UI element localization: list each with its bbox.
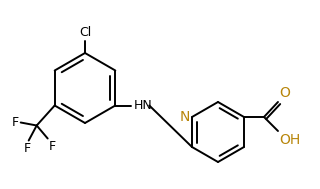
Text: Cl: Cl: [79, 26, 91, 39]
Text: F: F: [24, 143, 31, 156]
Text: N: N: [180, 110, 190, 124]
Text: O: O: [279, 86, 290, 100]
Text: F: F: [12, 116, 19, 129]
Text: HN: HN: [133, 99, 152, 112]
Text: F: F: [49, 140, 56, 153]
Text: OH: OH: [279, 133, 300, 147]
